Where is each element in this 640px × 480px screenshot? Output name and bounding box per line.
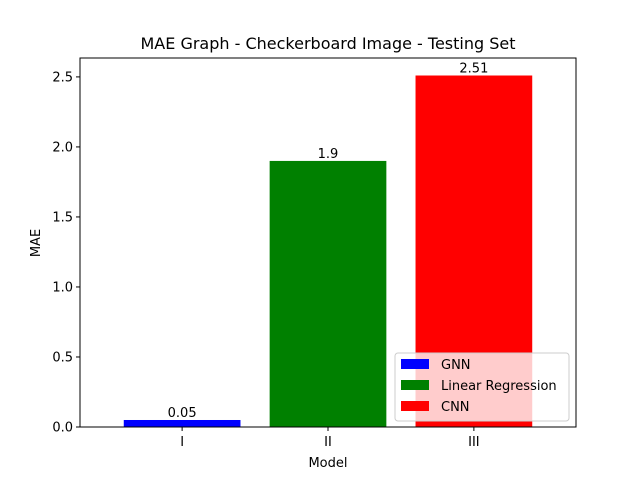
x-axis-ticks: I II III	[180, 427, 480, 450]
y-tick-label-0: 0.0	[52, 421, 73, 436]
x-tick-label-ii: II	[324, 435, 332, 450]
x-axis-label: Model	[308, 456, 347, 471]
y-tick-label-5: 2.5	[52, 70, 73, 85]
bar-labels-group: 0.05 1.9 2.51	[168, 62, 489, 421]
x-tick-label-iii: III	[468, 435, 480, 450]
bar-ii	[269, 160, 387, 427]
legend-label-linear-regression: Linear Regression	[441, 379, 557, 394]
legend-label-cnn: CNN	[441, 400, 470, 415]
legend-swatch-gnn	[401, 359, 429, 369]
y-tick-label-1: 0.5	[52, 350, 73, 365]
y-axis-ticks: 0.0 0.5 1.0 1.5 2.0 2.5	[52, 70, 80, 436]
legend: GNN Linear Regression CNN	[394, 352, 570, 422]
y-tick-label-2: 1.0	[52, 280, 73, 295]
bar-i	[123, 419, 241, 427]
y-tick-label-3: 1.5	[52, 210, 73, 225]
legend-swatch-linear-regression	[401, 380, 429, 390]
x-tick-label-i: I	[180, 435, 184, 450]
y-axis-label: MAE	[29, 229, 44, 257]
legend-frame	[394, 352, 570, 422]
y-tick-label-4: 2.0	[52, 140, 73, 155]
bar-value-label-i: 0.05	[168, 406, 197, 421]
bar-value-label-ii: 1.9	[318, 147, 339, 162]
legend-label-gnn: GNN	[441, 358, 471, 373]
bar-value-label-iii: 2.51	[459, 62, 488, 77]
chart-title: MAE Graph - Checkerboard Image - Testing…	[141, 34, 516, 53]
legend-swatch-cnn	[401, 401, 429, 411]
